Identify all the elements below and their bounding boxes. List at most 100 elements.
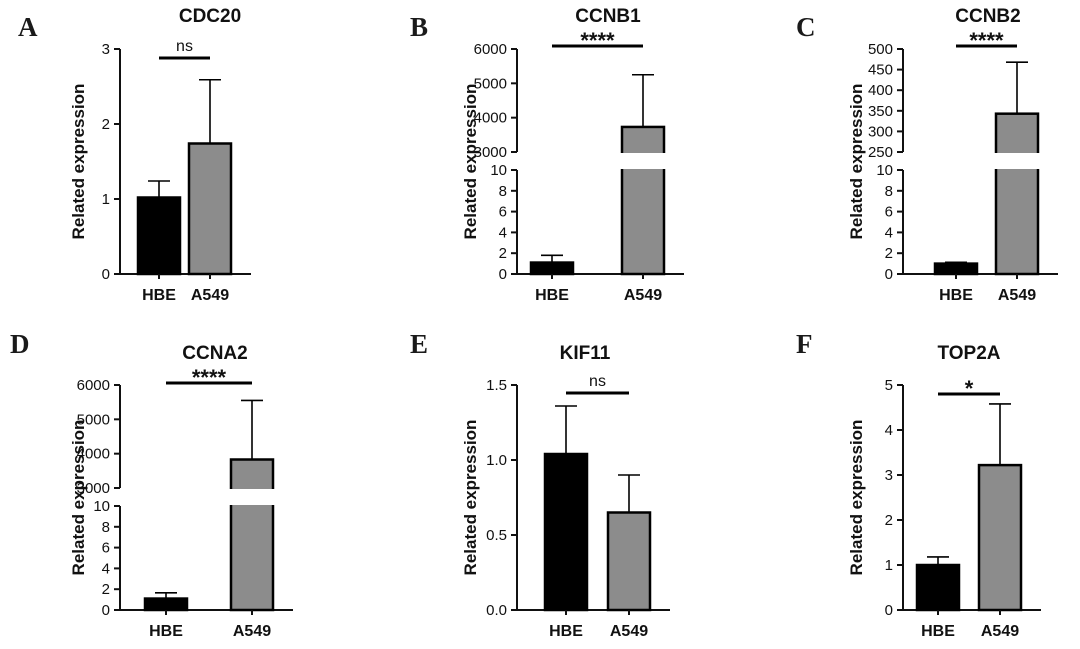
bar-hbe — [915, 563, 961, 612]
y-tick-label: 2 — [885, 245, 893, 262]
x-tick-label: HBE — [535, 287, 569, 304]
y-tick-label: 5000 — [77, 411, 110, 428]
x-tick-label: A549 — [998, 287, 1036, 304]
significance-label: * — [965, 376, 974, 401]
y-axis-label: Related expression — [69, 420, 88, 576]
y-tick-label: 3 — [885, 467, 893, 484]
y-tick-label: 8 — [885, 183, 893, 200]
bar-a549 — [620, 125, 666, 276]
x-tick-label: A549 — [191, 287, 229, 304]
y-tick-label: 10 — [490, 162, 507, 179]
y-tick-label: 6 — [885, 204, 893, 221]
bar-a549 — [187, 142, 233, 276]
y-tick-label: 3 — [102, 41, 110, 58]
y-tick-label: 2 — [102, 581, 110, 598]
axis-break-gap — [619, 153, 667, 169]
y-tick-label: 0 — [885, 266, 893, 283]
chart-title: CCNA2 — [182, 343, 247, 364]
y-tick-label: 0 — [102, 266, 110, 283]
y-tick-label: 0.5 — [486, 527, 507, 544]
x-tick-label: HBE — [549, 623, 583, 640]
y-axis-label: Related expression — [847, 84, 866, 240]
y-tick-label: 5000 — [474, 75, 507, 92]
y-axis-label: Related expression — [847, 420, 866, 576]
y-tick-label: 6000 — [474, 41, 507, 58]
y-tick-label: 400 — [868, 82, 893, 99]
y-tick-label: 8 — [102, 519, 110, 536]
panel-letter: D — [10, 329, 30, 359]
y-tick-label: 250 — [868, 144, 893, 161]
panel-f: F TOP2A Related expression 0 1 2 3 4 5 HBE A549 * — [796, 329, 1041, 640]
y-tick-label: 10 — [876, 162, 893, 179]
chart-title: TOP2A — [937, 343, 1000, 364]
y-tick-label: 4 — [885, 422, 893, 439]
panel-letter: B — [410, 12, 428, 42]
panel-c: C CCNB2 Related expression 250 300 350 400 450 5… — [796, 6, 1058, 304]
y-tick-label: 300 — [868, 123, 893, 140]
y-axis-label: Related expression — [461, 84, 480, 240]
y-tick-label: 4 — [102, 560, 110, 577]
y-tick-label: 2 — [102, 116, 110, 133]
axis-break-gap — [228, 489, 276, 505]
y-tick-label: 0.0 — [486, 602, 507, 619]
y-tick-label: 6 — [499, 204, 507, 221]
y-tick-label: 2 — [885, 512, 893, 529]
y-tick-label: 4000 — [474, 110, 507, 127]
x-tick-label: A549 — [233, 623, 271, 640]
panel-letter: C — [796, 12, 816, 42]
y-tick-label: 0 — [102, 602, 110, 619]
y-tick-label: 1 — [885, 557, 893, 574]
panel-e: E KIF11 Related expression 0.0 0.5 1.0 1.5 HBE A… — [410, 329, 670, 640]
y-tick-label: 1 — [102, 191, 110, 208]
y-axis-label: Related expression — [69, 84, 88, 240]
y-tick-label: 8 — [499, 183, 507, 200]
y-tick-label: 5 — [885, 377, 893, 394]
bar-a549 — [606, 511, 652, 612]
x-tick-label: HBE — [939, 287, 973, 304]
y-tick-label: 6 — [102, 540, 110, 557]
bar-hbe — [136, 196, 182, 276]
y-tick-label: 3000 — [474, 144, 507, 161]
significance-label: ns — [589, 373, 606, 390]
y-tick-label: 6000 — [77, 377, 110, 394]
x-tick-label: A549 — [624, 287, 662, 304]
y-tick-label: 10 — [93, 498, 110, 515]
bar-hbe — [543, 452, 589, 612]
y-tick-label: 4 — [499, 224, 507, 241]
panel-letter: E — [410, 329, 428, 359]
y-tick-label: 350 — [868, 103, 893, 120]
bar-hbe — [143, 597, 189, 612]
chart-title: KIF11 — [560, 343, 611, 364]
x-tick-label: A549 — [981, 623, 1019, 640]
chart-title: CDC20 — [179, 6, 241, 27]
significance-label: ns — [176, 38, 193, 55]
y-tick-label: 1.0 — [486, 452, 507, 469]
chart-title: CCNB1 — [575, 6, 641, 27]
y-tick-label: 1.5 — [486, 377, 507, 394]
bar-a549 — [994, 112, 1040, 276]
x-tick-label: A549 — [610, 623, 648, 640]
y-tick-label: 2 — [499, 245, 507, 262]
axis-break-gap — [993, 153, 1041, 169]
bar-hbe — [933, 262, 979, 276]
significance-label: **** — [969, 28, 1004, 53]
significance-label: **** — [192, 365, 227, 390]
bar-hbe — [529, 261, 575, 276]
y-tick-label: 0 — [885, 602, 893, 619]
x-tick-label: HBE — [142, 287, 176, 304]
y-tick-label: 4 — [885, 224, 893, 241]
panel-letter: A — [18, 12, 38, 42]
bar-a549 — [229, 458, 275, 612]
x-tick-label: HBE — [149, 623, 183, 640]
y-tick-label: 450 — [868, 62, 893, 79]
panel-letter: F — [796, 329, 813, 359]
y-tick-label: 500 — [868, 41, 893, 58]
x-tick-label: HBE — [921, 623, 955, 640]
panel-a: A CDC20 Related expression 0 1 2 3 HBE A549 ns — [18, 6, 251, 304]
y-tick-label: 4000 — [77, 446, 110, 463]
y-tick-label: 3000 — [77, 480, 110, 497]
y-tick-label: 0 — [499, 266, 507, 283]
